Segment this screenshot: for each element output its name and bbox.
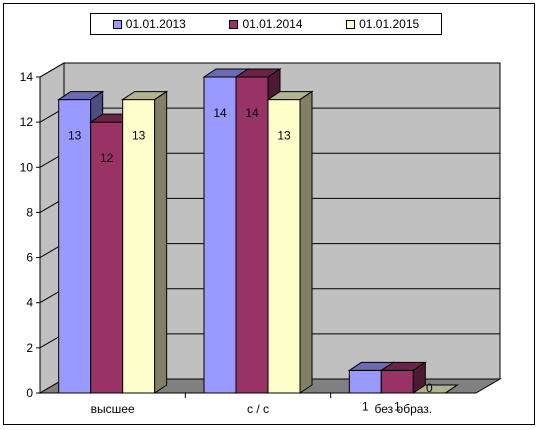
data-label: 14 (245, 106, 259, 120)
y-tick-label: 10 (20, 160, 34, 174)
bar-side (299, 90, 313, 394)
bar-front (235, 76, 269, 394)
data-label: 13 (68, 129, 82, 143)
y-tick-label: 12 (20, 115, 34, 129)
x-tick-label: с / с (247, 402, 269, 416)
legend-label: 01.01.2014 (242, 17, 303, 31)
y-tick-label: 2 (26, 341, 33, 355)
y-tick-label: 6 (26, 251, 33, 265)
data-label: 14 (213, 106, 227, 120)
y-tick-label: 8 (26, 205, 33, 219)
y-tick-label: 0 (26, 386, 33, 400)
bar-front (90, 121, 124, 394)
legend-swatch-2014 (229, 19, 239, 29)
bar-front (58, 99, 92, 394)
x-tick-label: без образ. (375, 402, 433, 416)
data-label: 0 (426, 381, 433, 395)
bar-01.01.2015-с / с (266, 90, 314, 394)
data-label: 13 (277, 129, 291, 143)
gridline-side (39, 62, 65, 78)
legend-item: 01.01.2015 (346, 17, 419, 31)
bar-front (380, 369, 414, 394)
bar-side (445, 384, 458, 394)
legend-label: 01.01.2013 (125, 17, 186, 31)
bar-front (122, 99, 156, 394)
bar-side (154, 90, 168, 394)
legend-item: 01.01.2014 (229, 17, 303, 31)
data-label: 12 (100, 151, 114, 165)
x-tick-label: высшее (91, 402, 135, 416)
legend-label: 01.01.2015 (359, 17, 420, 31)
legend-swatch-2015 (346, 19, 356, 29)
legend-item: 01.01.2013 (112, 17, 186, 31)
bar-front (203, 76, 237, 394)
bar-front (348, 369, 382, 394)
bar-01.01.2015-высшее (121, 90, 169, 394)
legend-swatch-2013 (112, 19, 122, 29)
data-label: 13 (132, 129, 146, 143)
bar-01.01.2014-без образ. (379, 361, 427, 394)
legend: 01.01.2013 01.01.2014 01.01.2015 (90, 13, 442, 35)
bar-01.01.2015-без образ. (411, 384, 459, 394)
y-tick-label: 4 (26, 296, 33, 310)
y-tick-label: 14 (20, 70, 34, 84)
bar-front (267, 99, 301, 394)
data-label: 1 (394, 399, 401, 413)
data-label: 1 (362, 399, 369, 413)
